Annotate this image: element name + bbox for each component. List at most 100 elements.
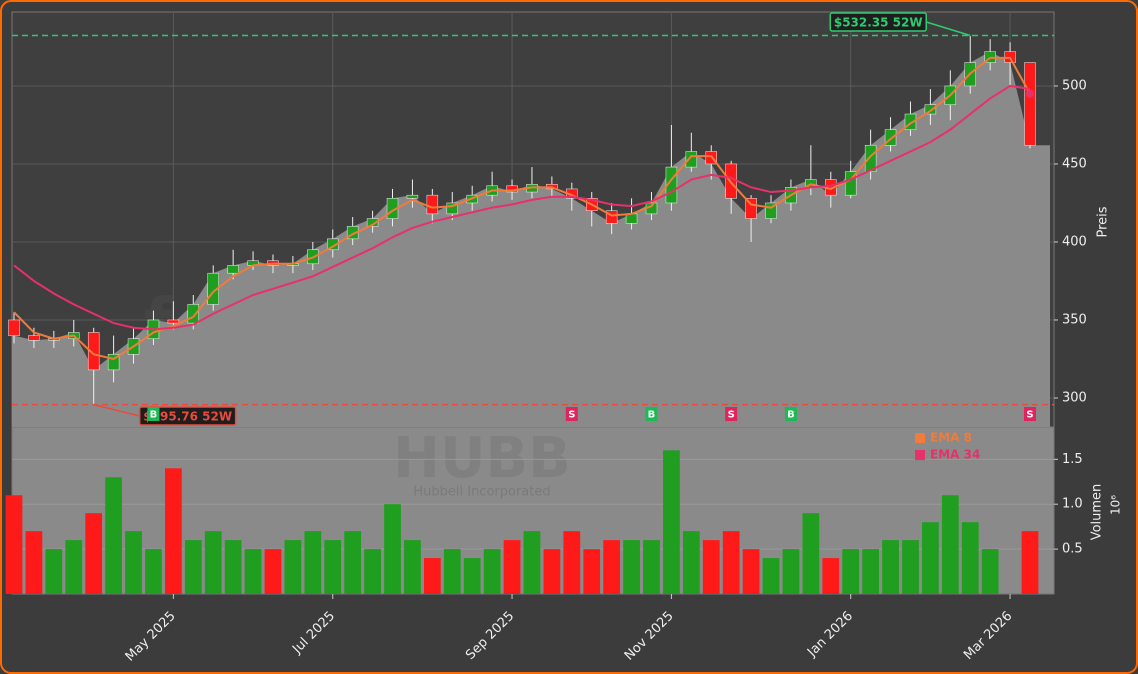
candle-body bbox=[107, 354, 120, 371]
volume-bar bbox=[822, 558, 840, 594]
legend-swatch bbox=[915, 450, 925, 460]
candle-body bbox=[406, 194, 419, 199]
signal-box bbox=[725, 407, 738, 421]
candle-body bbox=[625, 213, 638, 224]
candle-body bbox=[167, 319, 180, 324]
y-tick-label: 450 bbox=[1062, 156, 1087, 171]
signal-label: B bbox=[648, 410, 656, 421]
annotation-box bbox=[829, 12, 927, 32]
annotation-arrow bbox=[926, 21, 971, 37]
candle-body bbox=[446, 202, 459, 215]
candle-body bbox=[884, 129, 897, 146]
volume-bar bbox=[762, 558, 780, 594]
signal-box bbox=[784, 407, 797, 421]
candle-body bbox=[227, 265, 239, 274]
volume-bar bbox=[384, 504, 401, 594]
volume-bar bbox=[961, 522, 979, 594]
volume-bar bbox=[782, 549, 800, 594]
signal-box bbox=[1024, 407, 1036, 421]
volume-bar bbox=[623, 540, 640, 594]
volume-bar bbox=[244, 549, 262, 594]
signal-label: S bbox=[728, 410, 735, 421]
volume-bar bbox=[324, 540, 342, 594]
volume-bar bbox=[682, 531, 700, 594]
signal-box bbox=[645, 407, 658, 421]
volume-bar bbox=[264, 549, 282, 594]
annotation-label: $295.76 52W bbox=[143, 410, 232, 424]
volume-bar bbox=[105, 477, 122, 594]
candle-body bbox=[1024, 62, 1036, 146]
volume-bar bbox=[125, 531, 142, 594]
volume-axis-label: Volumen bbox=[1090, 484, 1105, 541]
candle-body bbox=[187, 304, 200, 324]
candle-body bbox=[924, 104, 937, 115]
volume-bar bbox=[344, 531, 362, 594]
volume-bar bbox=[284, 540, 302, 594]
volume-bar bbox=[523, 531, 541, 594]
volume-bar bbox=[702, 540, 720, 594]
candle-body bbox=[426, 194, 439, 215]
ticker-watermark: HUBB bbox=[393, 426, 571, 491]
volume-bar bbox=[922, 522, 939, 594]
candle-body bbox=[685, 151, 698, 168]
volume-bar bbox=[941, 495, 959, 594]
company-watermark: Hubbell Incorporated bbox=[413, 485, 550, 500]
volume-bar bbox=[882, 540, 899, 594]
volume-bar bbox=[802, 513, 820, 594]
volume-bar bbox=[364, 549, 381, 594]
y-tick-label: 350 bbox=[1062, 312, 1087, 327]
volume-bar bbox=[663, 450, 680, 594]
volume-bar bbox=[503, 540, 521, 594]
candle-body bbox=[745, 198, 757, 219]
candle-body bbox=[904, 113, 917, 130]
volume-bar bbox=[443, 549, 461, 594]
y-tick-label: 0.5 bbox=[1062, 542, 1083, 557]
volume-bar bbox=[423, 558, 441, 594]
volume-bar bbox=[404, 540, 421, 594]
volume-bar bbox=[643, 540, 660, 594]
candle-body bbox=[8, 319, 20, 336]
candle-body bbox=[765, 202, 777, 219]
signal-box bbox=[147, 407, 160, 421]
signal-box bbox=[565, 407, 578, 421]
volume-bar bbox=[463, 558, 481, 594]
ema-end-dot bbox=[1026, 89, 1034, 98]
price-area bbox=[12, 51, 1050, 428]
volume-bar bbox=[85, 513, 103, 594]
legend-label: EMA 34 bbox=[930, 448, 980, 462]
annotation-arrow bbox=[93, 403, 140, 417]
volume-bar bbox=[184, 540, 202, 594]
volume-bar bbox=[1021, 531, 1039, 594]
legend-swatch bbox=[915, 433, 925, 443]
y-tick-label: 400 bbox=[1062, 234, 1087, 249]
volume-bar bbox=[543, 549, 561, 594]
annotation-label: $532.35 52W bbox=[834, 16, 923, 30]
volume-bar bbox=[981, 549, 999, 594]
y-tick-label: 1.5 bbox=[1062, 452, 1083, 467]
volume-bar bbox=[5, 495, 23, 594]
y-tick-label: 1.0 bbox=[1062, 497, 1083, 512]
candle-body bbox=[28, 335, 40, 341]
candle-body bbox=[366, 218, 379, 227]
volume-bar bbox=[563, 531, 581, 594]
volume-bar bbox=[45, 549, 63, 594]
volume-bar bbox=[483, 549, 501, 594]
volume-bar bbox=[842, 549, 860, 594]
volume-bar bbox=[603, 540, 621, 594]
ema-line bbox=[13, 84, 1031, 331]
volume-bar bbox=[204, 531, 222, 594]
volume-bar bbox=[145, 549, 162, 594]
candle-body bbox=[87, 332, 100, 371]
volume-bar bbox=[224, 540, 242, 594]
signal-label: S bbox=[1026, 410, 1033, 421]
volume-bar bbox=[165, 468, 182, 594]
signal-label: B bbox=[787, 410, 795, 421]
candle-body bbox=[844, 171, 857, 196]
volume-bar bbox=[25, 531, 43, 594]
signal-label: S bbox=[568, 410, 575, 421]
candle-body bbox=[864, 144, 877, 173]
volume-bar bbox=[742, 549, 760, 594]
annotation-box bbox=[138, 406, 237, 426]
layer: forexsignale.trade300350400450500May 202… bbox=[5, 12, 1123, 665]
